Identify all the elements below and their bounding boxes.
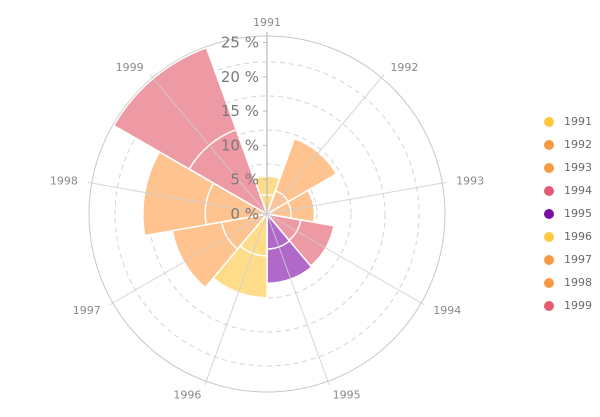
legend-marker-icon [544, 231, 554, 242]
legend-item-1998[interactable]: 1998 [540, 271, 600, 294]
legend-item-1994[interactable]: 1994 [540, 179, 600, 202]
radial-tick-label: 5 % [230, 171, 259, 189]
legend-marker-icon [544, 116, 554, 127]
legend-item-1996[interactable]: 1996 [540, 225, 600, 248]
radial-tick-label: 15 % [221, 102, 259, 120]
category-label: 1994 [433, 304, 461, 317]
radial-axis-labels: 0 % 5 % 10 % 15 % 20 % 25 % [221, 34, 267, 223]
legend-item-1999[interactable]: 1999 [540, 294, 600, 317]
legend-label: 1995 [564, 207, 592, 220]
spoke [266, 181, 447, 215]
category-labels: 1991 1992 1993 1994 1995 1996 1997 1998 1999 [50, 16, 484, 401]
spoke [87, 181, 268, 215]
legend-item-1997[interactable]: 1997 [540, 248, 600, 271]
legend-label: 1999 [564, 299, 592, 312]
legend-label: 1993 [564, 161, 592, 174]
legend-label: 1992 [564, 138, 592, 151]
legend-marker-icon [544, 277, 554, 288]
angular-spokes [87, 32, 447, 386]
spoke [204, 213, 268, 386]
chart-legend: 1991 1992 1993 1994 1995 1996 1997 1998 1999 [540, 110, 600, 317]
legend-marker-icon [544, 139, 554, 150]
spoke [266, 74, 385, 215]
spoke [149, 74, 268, 215]
radial-tick-label: 20 % [221, 68, 259, 86]
legend-label: 1997 [564, 253, 592, 266]
category-label: 1998 [50, 175, 78, 188]
legend-item-1993[interactable]: 1993 [540, 156, 600, 179]
category-label: 1991 [253, 16, 281, 29]
legend-label: 1998 [564, 276, 592, 289]
legend-item-1992[interactable]: 1992 [540, 133, 600, 156]
category-label: 1995 [333, 388, 361, 401]
legend-marker-icon [544, 185, 554, 196]
legend-item-1995[interactable]: 1995 [540, 202, 600, 225]
legend-label: 1994 [564, 184, 592, 197]
legend-marker-icon [544, 208, 554, 219]
legend-marker-icon [544, 300, 554, 311]
legend-marker-icon [544, 162, 554, 173]
radial-tick-label: 0 % [230, 205, 259, 223]
legend-label: 1996 [564, 230, 592, 243]
spoke [266, 213, 425, 306]
spoke [266, 213, 330, 386]
spoke [109, 213, 268, 306]
category-label: 1999 [116, 61, 144, 74]
legend-marker-icon [544, 254, 554, 265]
radial-tick-label: 25 % [221, 34, 259, 52]
category-label: 1997 [73, 304, 101, 317]
radial-tick-label: 10 % [221, 136, 259, 154]
legend-label: 1991 [564, 115, 592, 128]
category-label: 1996 [173, 388, 201, 401]
legend-item-1991[interactable]: 1991 [540, 110, 600, 133]
category-label: 1992 [390, 61, 418, 74]
category-label: 1993 [456, 175, 484, 188]
